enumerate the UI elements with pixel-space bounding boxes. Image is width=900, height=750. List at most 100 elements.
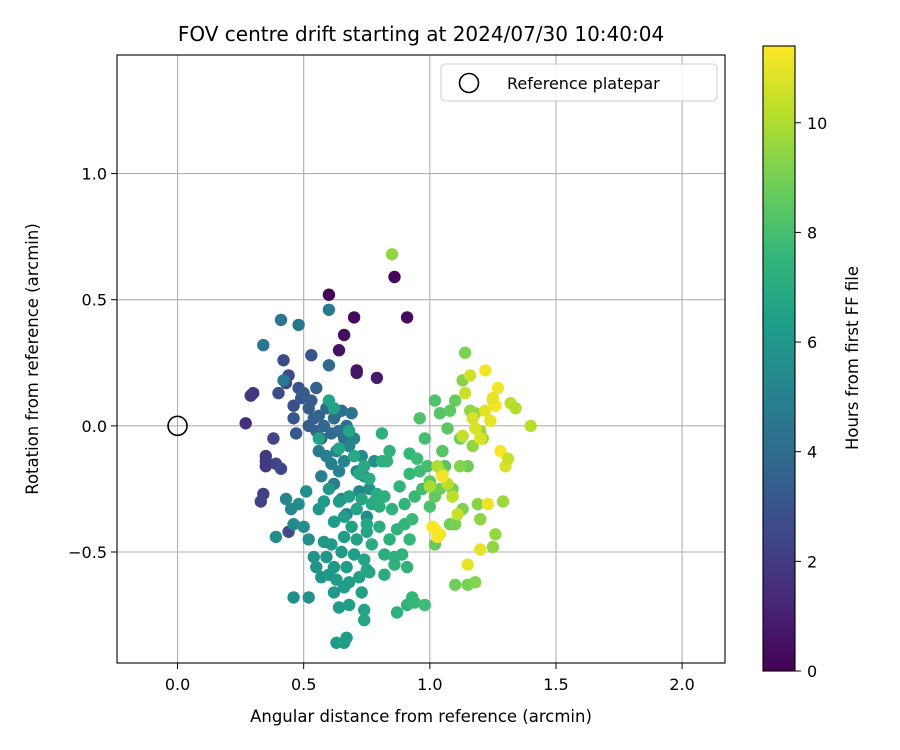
scatter-point [418, 432, 431, 445]
scatter-point [464, 369, 477, 382]
scatter-point [332, 601, 346, 614]
scatter-point [289, 427, 303, 440]
scatter-point [322, 303, 336, 316]
scatter-point [481, 497, 495, 511]
scatter-point [400, 311, 414, 324]
x-tick-label: 1.5 [543, 675, 568, 694]
plot-area: 0.0 0.5 1.0 1.5 2.0 −0.5 0.0 0.5 1.0 [68, 54, 726, 694]
scatter-point [310, 560, 323, 574]
scatter-point [332, 495, 346, 508]
scatter-point [479, 404, 492, 417]
colorbar: 0 2 4 6 8 10 Hours from first FF file [762, 45, 862, 681]
scatter-point [342, 598, 356, 612]
scatter-point [484, 414, 497, 427]
scatter-point [353, 571, 366, 584]
colorbar-gradient [763, 46, 795, 671]
scatter-point [337, 636, 351, 649]
scatter-point [469, 422, 482, 435]
scatter-point [469, 576, 482, 589]
x-axis-label: Angular distance from reference (arcmin) [250, 707, 592, 726]
chart-title: FOV centre drift starting at 2024/07/30 … [178, 22, 664, 46]
scatter-point [302, 533, 315, 546]
y-tick-label: −0.5 [68, 543, 107, 562]
scatter-point [355, 492, 368, 506]
scatter-point [400, 560, 414, 574]
scatter-point [347, 311, 361, 324]
scatter-point [448, 578, 462, 591]
scatter-point [446, 490, 459, 503]
scatter-point [385, 248, 399, 261]
scatter-point [272, 386, 285, 400]
scatter-point [297, 386, 310, 400]
scatter-point [390, 606, 404, 619]
scatter-point [322, 288, 336, 301]
colorbar-frame [762, 45, 796, 672]
colorbar-tick-label: 6 [807, 333, 817, 352]
scatter-point [428, 394, 442, 407]
scatter-point [360, 563, 373, 576]
scatter-point [337, 455, 351, 468]
scatter-point [383, 444, 396, 458]
scatter-point [345, 520, 358, 533]
scatter-point [456, 429, 469, 443]
scatter-point [292, 318, 305, 332]
scatter-point [393, 480, 406, 493]
colorbar-tick-label: 10 [807, 114, 827, 133]
scatter-point [458, 346, 472, 359]
x-tick-label: 0.5 [291, 675, 316, 694]
scatter-point [327, 586, 341, 599]
scatter-point [365, 538, 378, 551]
scatter-point [322, 482, 336, 496]
scatter-point [383, 533, 396, 546]
scatter-point [441, 422, 454, 435]
scatter-point [325, 538, 338, 551]
scatter-point [269, 530, 283, 544]
scatter-point [358, 613, 371, 627]
scatter-point [448, 394, 462, 407]
scatter-point [408, 490, 421, 503]
scatter-point [257, 338, 270, 352]
scatter-point [254, 495, 267, 508]
scatter-point [358, 460, 371, 473]
scatter-point [358, 553, 371, 566]
scatter-point [509, 402, 522, 415]
scatter-point [277, 354, 290, 367]
scatter-point [466, 412, 479, 425]
scatter-point [287, 591, 300, 604]
scatter-point [489, 528, 502, 541]
scatter-point [277, 374, 290, 387]
scatter-point [337, 328, 351, 342]
scatter-point [363, 472, 376, 485]
scatter-point [325, 457, 338, 470]
scatter-point [461, 558, 474, 571]
scatter-point [279, 492, 293, 506]
scatter-point [342, 490, 356, 503]
scatter-point [312, 409, 325, 422]
scatter-point [471, 497, 484, 511]
scatter-point [433, 528, 447, 541]
legend-reference-marker [458, 72, 480, 94]
scatter-point [274, 462, 288, 475]
scatter-point [378, 568, 391, 581]
scatter-point [340, 560, 353, 574]
scatter-point [305, 349, 318, 362]
scatter-point [385, 502, 399, 516]
x-tick-label: 0.0 [165, 675, 190, 694]
scatter-point [388, 550, 401, 564]
scatter-point [297, 520, 310, 533]
scatter-point [332, 465, 346, 478]
scatter-point [403, 467, 416, 480]
plot-frame [116, 54, 726, 664]
scatter-point [347, 548, 361, 561]
scatter-point [413, 412, 426, 425]
scatter-points [239, 248, 537, 649]
scatter-point [345, 407, 358, 420]
legend-box [440, 63, 718, 102]
x-tick-label: 2.0 [669, 675, 694, 694]
colorbar-tick-label: 0 [807, 662, 817, 681]
scatter-point [358, 603, 371, 617]
scatter-point [448, 518, 462, 531]
scatter-point [327, 402, 341, 415]
scatter-point [327, 515, 341, 528]
